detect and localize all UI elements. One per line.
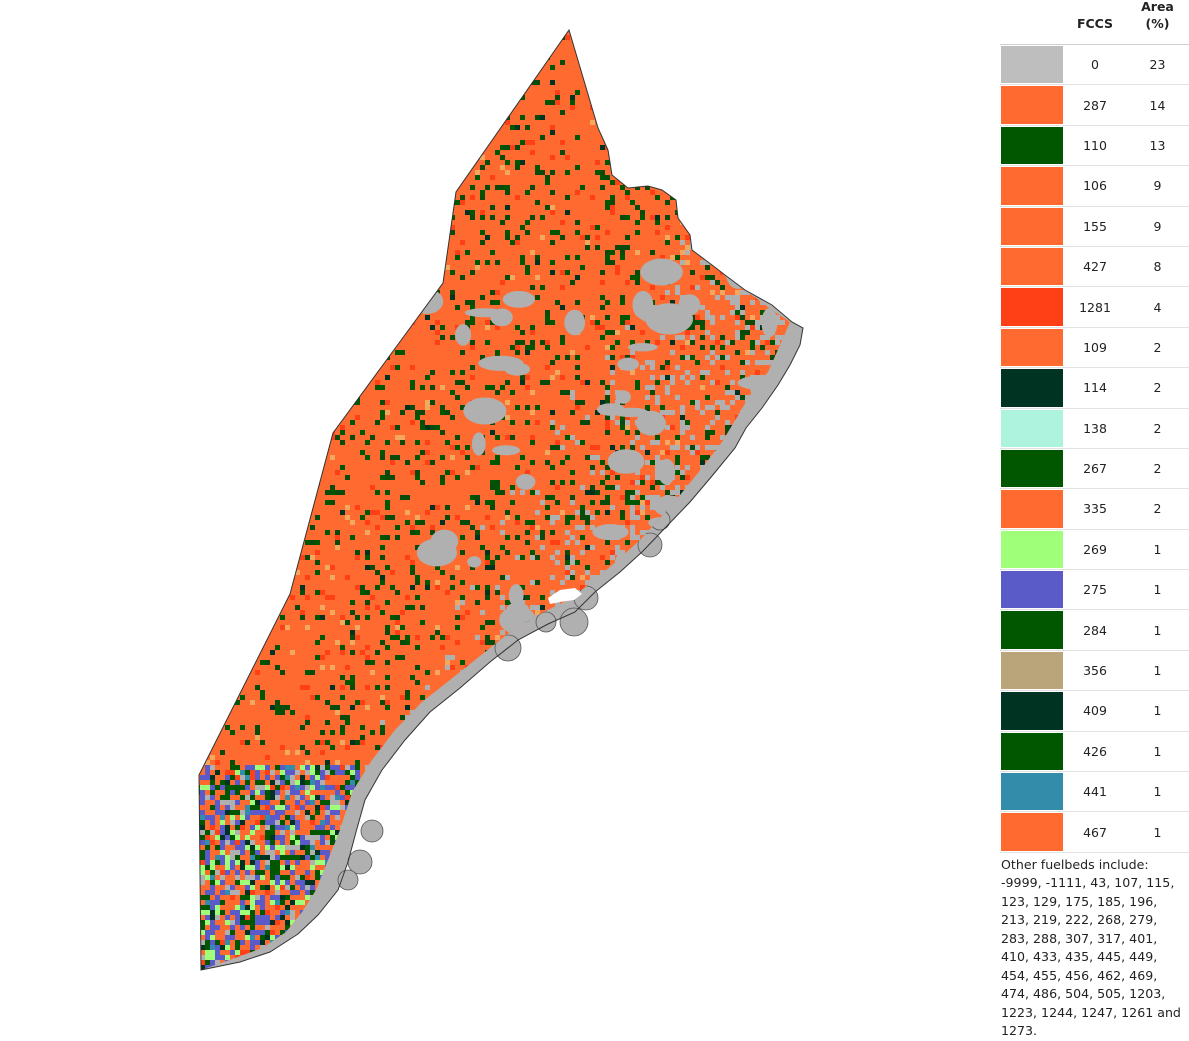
legend-row: 269 1	[1000, 530, 1189, 571]
legend-swatch	[1001, 813, 1063, 851]
legend-swatch	[1001, 247, 1063, 286]
legend-header-area-line1: Area	[1141, 0, 1174, 14]
legend-fccs-code: 106	[1083, 178, 1107, 194]
legend-row: 106 9	[1000, 166, 1189, 207]
legend-fccs-code: 287	[1083, 97, 1107, 113]
legend-area-percent: 23	[1149, 57, 1166, 73]
legend-fccs-code: 441	[1083, 784, 1107, 800]
legend-fccs-code: 155	[1083, 218, 1107, 234]
legend-swatch	[1001, 773, 1063, 811]
legend-row: 109 2	[1000, 328, 1189, 369]
legend-swatch	[1001, 369, 1063, 407]
legend-area-percent: 2	[1153, 339, 1162, 355]
legend-fccs-code: 467	[1083, 824, 1107, 840]
fuelbed-map	[198, 28, 804, 971]
legend-fccs-code: 1281	[1079, 299, 1111, 315]
legend-row: 155 9	[1000, 207, 1189, 247]
legend-fccs-code: 409	[1083, 703, 1107, 719]
legend-area-percent: 1	[1153, 703, 1162, 719]
legend-row: 275 1	[1000, 570, 1189, 611]
legend-row: 426 1	[1000, 732, 1189, 773]
legend-swatch	[1001, 611, 1063, 649]
legend-fccs-code: 109	[1083, 339, 1107, 355]
legend-fccs-code: 0	[1091, 57, 1099, 73]
lake-feature	[548, 588, 582, 604]
legend-swatch	[1001, 490, 1063, 528]
legend-swatch	[1001, 571, 1063, 609]
legend-header-fccs: FCCS	[1076, 16, 1114, 31]
legend-fccs-code: 335	[1083, 501, 1107, 517]
legend-fccs-code: 114	[1083, 380, 1107, 396]
legend-row: 284 1	[1000, 610, 1189, 651]
legend-fccs-code: 269	[1083, 541, 1107, 557]
legend-row: 1281 4	[1000, 287, 1189, 328]
legend-header: FCCS Area (%)	[1000, 0, 1189, 45]
legend-row: 356 1	[1000, 651, 1189, 692]
legend-swatch	[1001, 86, 1063, 124]
legend-fccs-code: 426	[1083, 743, 1107, 759]
coastal-headlands	[337, 509, 671, 891]
legend-area-percent: 9	[1153, 178, 1162, 194]
legend-fccs-code: 284	[1083, 622, 1107, 638]
legend-area-percent: 2	[1153, 501, 1162, 517]
legend-row: 409 1	[1000, 691, 1189, 732]
legend-area-percent: 4	[1153, 299, 1162, 315]
legend-swatch	[1001, 288, 1063, 326]
legend-area-percent: 1	[1153, 743, 1162, 759]
legend-row: 467 1	[1000, 812, 1189, 853]
fccs-legend: FCCS Area (%) 0 23 287 14 110 13 106 9 155 9 427 8 1…	[1000, 0, 1189, 1041]
legend-rows: 0 23 287 14 110 13 106 9 155 9 427 8 1281 4 109 2 114 2 13…	[1000, 45, 1189, 853]
other-fuelbeds-note: Other fuelbeds include: -9999, -1111, 43…	[1001, 856, 1181, 1039]
legend-area-percent: 1	[1153, 541, 1162, 557]
legend-area-percent: 2	[1153, 461, 1162, 477]
legend-area-percent: 8	[1153, 259, 1162, 275]
legend-area-percent: 9	[1153, 218, 1162, 234]
region-outline	[198, 28, 804, 971]
legend-area-percent: 2	[1153, 420, 1162, 436]
legend-fccs-code: 356	[1083, 663, 1107, 679]
legend-area-percent: 2	[1153, 380, 1162, 396]
legend-fccs-code: 138	[1083, 420, 1107, 436]
legend-row: 110 13	[1000, 126, 1189, 167]
legend-row: 0 23	[1000, 45, 1189, 86]
legend-swatch	[1001, 449, 1063, 488]
legend-swatch	[1001, 692, 1063, 730]
legend-row: 427 8	[1000, 247, 1189, 288]
legend-fccs-code: 427	[1083, 259, 1107, 275]
legend-header-area-line2: (%)	[1145, 16, 1170, 31]
legend-row: 335 2	[1000, 489, 1189, 530]
legend-swatch	[1001, 530, 1063, 569]
legend-area-percent: 1	[1153, 784, 1162, 800]
legend-swatch	[1001, 409, 1063, 447]
legend-fccs-code: 275	[1083, 582, 1107, 598]
legend-swatch	[1001, 126, 1063, 165]
fuelbed-raster-map	[198, 28, 804, 971]
legend-area-percent: 1	[1153, 582, 1162, 598]
fuelbed-raster	[199, 30, 790, 970]
legend-swatch	[1001, 207, 1063, 245]
legend-area-percent: 1	[1153, 622, 1162, 638]
legend-row: 287 14	[1000, 85, 1189, 126]
legend-fccs-code: 110	[1083, 137, 1107, 153]
legend-row: 114 2	[1000, 368, 1189, 409]
legend-swatch	[1001, 167, 1063, 205]
legend-area-percent: 1	[1153, 663, 1162, 679]
legend-row: 138 2	[1000, 409, 1189, 449]
legend-fccs-code: 267	[1083, 461, 1107, 477]
legend-area-percent: 13	[1149, 137, 1166, 153]
legend-row: 267 2	[1000, 449, 1189, 490]
legend-header-area: Area (%)	[1126, 0, 1189, 32]
legend-swatch	[1001, 732, 1063, 771]
legend-area-percent: 1	[1153, 824, 1162, 840]
legend-row: 441 1	[1000, 772, 1189, 813]
legend-area-percent: 14	[1149, 97, 1166, 113]
legend-swatch	[1001, 651, 1063, 690]
legend-swatch	[1001, 328, 1063, 367]
legend-swatch	[1001, 46, 1063, 84]
